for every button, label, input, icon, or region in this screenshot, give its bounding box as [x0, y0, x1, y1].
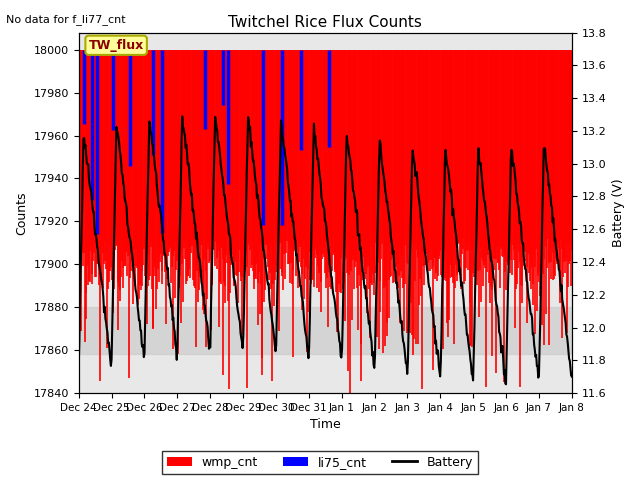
Title: Twitchel Rice Flux Counts: Twitchel Rice Flux Counts — [228, 15, 422, 30]
Y-axis label: Counts: Counts — [15, 191, 28, 235]
Text: TW_flux: TW_flux — [88, 39, 144, 52]
X-axis label: Time: Time — [310, 419, 340, 432]
Text: No data for f_li77_cnt: No data for f_li77_cnt — [6, 14, 126, 25]
Legend: wmp_cnt, li75_cnt, Battery: wmp_cnt, li75_cnt, Battery — [162, 451, 478, 474]
Y-axis label: Battery (V): Battery (V) — [612, 179, 625, 247]
Bar — [79, 307, 572, 355]
